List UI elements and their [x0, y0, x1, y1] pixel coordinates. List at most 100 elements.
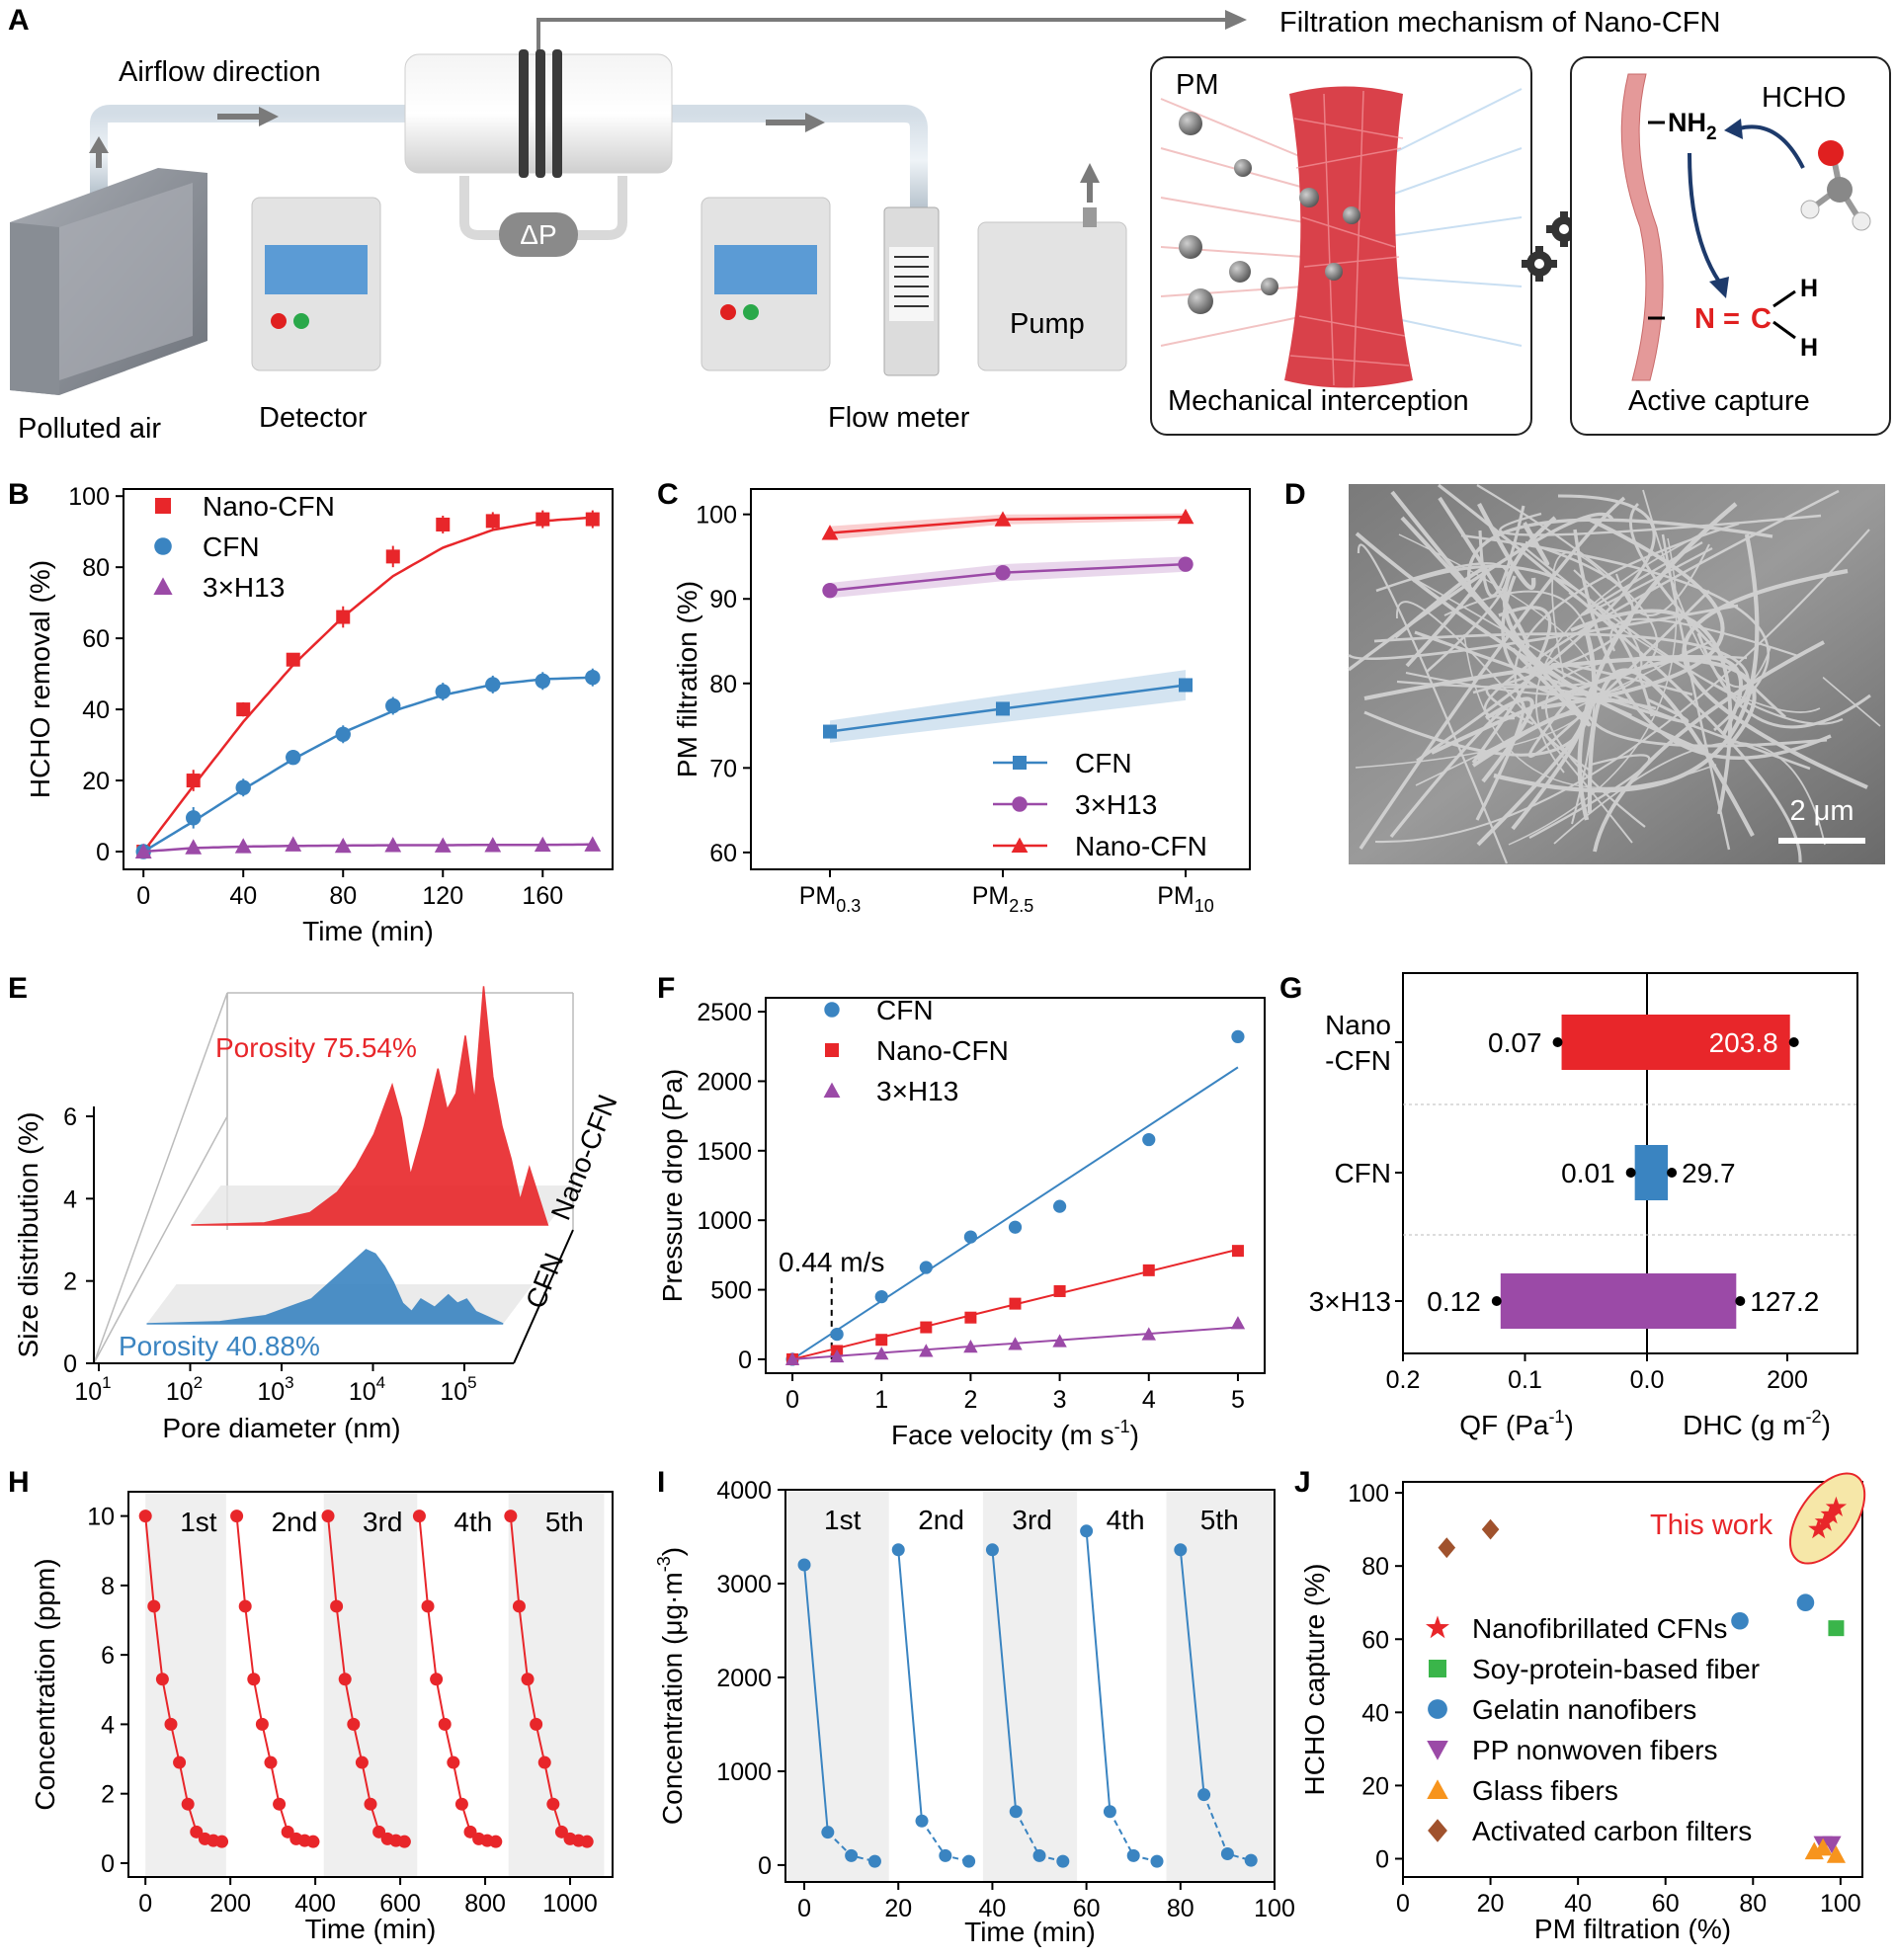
data-point	[1142, 1264, 1155, 1276]
legend-marker	[1013, 756, 1027, 770]
y-tick-label: 3000	[716, 1571, 772, 1598]
y-tick-label: 10	[87, 1504, 115, 1531]
data-point	[874, 1347, 889, 1360]
flow-arrow-icon	[805, 113, 825, 132]
data-point	[784, 1351, 800, 1365]
flow-meter-tube	[889, 247, 934, 321]
data-point	[845, 1848, 859, 1862]
sem-fiber	[1682, 568, 1868, 789]
active-capture-label: Active capture	[1628, 385, 1810, 417]
y-tick-label: 60	[709, 840, 737, 867]
cycle-label: 2nd	[272, 1507, 318, 1537]
cycle-line	[1179, 1549, 1205, 1795]
data-point	[186, 810, 202, 826]
y-tick-label: 100	[68, 483, 110, 511]
y-tick-label: 100	[1348, 1480, 1389, 1508]
x-tick-label: 120	[422, 882, 463, 910]
sem-fiber	[1493, 533, 1760, 793]
flow-meter-coil	[894, 256, 929, 307]
y-tick-label: 0	[96, 839, 110, 866]
reaction-arrow-icon	[1709, 277, 1729, 298]
data-point	[1178, 556, 1194, 572]
data-point	[336, 610, 351, 624]
data-point	[385, 549, 400, 564]
data-point	[874, 1289, 888, 1304]
panel-a: A ΔP Filtration mechanism of Nano-CFN Ai…	[8, 4, 1891, 445]
category-label: -CFN	[1325, 1045, 1391, 1076]
polluted-air-label: Polluted air	[18, 413, 161, 445]
legend-label: Nano-CFN	[203, 491, 335, 522]
x-tick-label: 104	[349, 1373, 385, 1406]
depth-label-nano-cfn: Nano-CFN	[545, 1091, 623, 1225]
data-point	[1814, 1511, 1836, 1531]
cycle-band	[1166, 1490, 1275, 1882]
y-tick-label: 80	[1361, 1553, 1389, 1581]
data-point	[454, 1797, 468, 1811]
data-point	[963, 1340, 978, 1353]
y-tick-label: 2	[101, 1781, 115, 1809]
legend-label: 3×H13	[876, 1076, 958, 1106]
dhc-bar	[1647, 1015, 1790, 1070]
panel-label: J	[1294, 1466, 1311, 1499]
data-point	[919, 1261, 933, 1274]
x-axis-label: Time (min)	[964, 1917, 1096, 1947]
data-point	[489, 1835, 503, 1848]
data-point	[536, 512, 550, 527]
sem-fiber	[1508, 537, 1678, 846]
distribution-area	[191, 986, 549, 1226]
sem-fiber	[1347, 604, 1739, 661]
sem-fiber	[1585, 680, 1828, 748]
panel-e: E 0 2 4 6 Size distribution (%) 101 102 103 104 10…	[8, 972, 623, 1443]
data-point	[286, 652, 300, 667]
y-axis-label: HCHO capture (%)	[1299, 1564, 1330, 1796]
data-point	[485, 514, 500, 529]
filter-ring	[552, 49, 562, 178]
data-point	[138, 1510, 152, 1523]
panel-label: F	[657, 972, 675, 1005]
x-tick-label: 200	[1767, 1366, 1808, 1394]
y-tick-label: 2000	[716, 1665, 772, 1692]
y-tick-label: 2	[63, 1268, 77, 1296]
data-point	[372, 1825, 386, 1838]
qf-value-label: 0.12	[1427, 1286, 1481, 1317]
data-point	[1008, 1337, 1023, 1350]
cycle-line	[897, 1549, 924, 1822]
mechanism-title: Filtration mechanism of Nano-CFN	[1279, 7, 1720, 39]
legend-marker	[825, 1043, 839, 1057]
fiber-strand	[1620, 73, 1664, 381]
scale-bar	[1778, 838, 1865, 844]
data-point	[321, 1510, 335, 1523]
cycle-band	[145, 1492, 226, 1877]
data-point	[273, 1797, 287, 1811]
x-tick-label: 102	[166, 1373, 203, 1406]
hcho-label: HCHO	[1762, 82, 1846, 114]
data-point	[338, 1673, 352, 1686]
x-axis-label: PM filtration (%)	[1534, 1914, 1731, 1944]
sem-fiber	[1587, 668, 1755, 837]
sem-fiber	[1355, 531, 1707, 754]
y-tick-label: 60	[82, 625, 110, 653]
sem-fiber	[1478, 505, 1525, 598]
data-point	[364, 1797, 377, 1811]
data-point	[147, 1599, 161, 1613]
panel-h: H 0 200 400 600 800 1000 0 2 4 6 8 10 Time (min) Conce…	[8, 1466, 614, 1944]
data-point	[1177, 508, 1195, 525]
x-axis-label: Pore diameter (nm)	[162, 1413, 400, 1443]
data-point	[397, 1835, 411, 1848]
flow-arrow-icon	[1225, 10, 1247, 30]
active-capture-panel	[1570, 56, 1891, 436]
flow-arrow-icon	[1080, 163, 1100, 183]
data-point	[962, 1854, 976, 1868]
legend-marker	[155, 498, 171, 514]
x-tick-label: 600	[379, 1890, 421, 1918]
data-point	[994, 511, 1012, 527]
legend-marker	[1428, 1699, 1447, 1719]
sem-fiber	[1822, 677, 1881, 727]
plot-frame	[784, 1489, 1276, 1883]
dhc-value-label: 203.8	[1709, 1027, 1778, 1058]
double-bond: =	[1723, 303, 1740, 335]
data-point	[1142, 1132, 1156, 1147]
sem-fiber	[1438, 483, 1802, 863]
data-point	[430, 1673, 444, 1686]
chamber-window	[59, 183, 193, 380]
